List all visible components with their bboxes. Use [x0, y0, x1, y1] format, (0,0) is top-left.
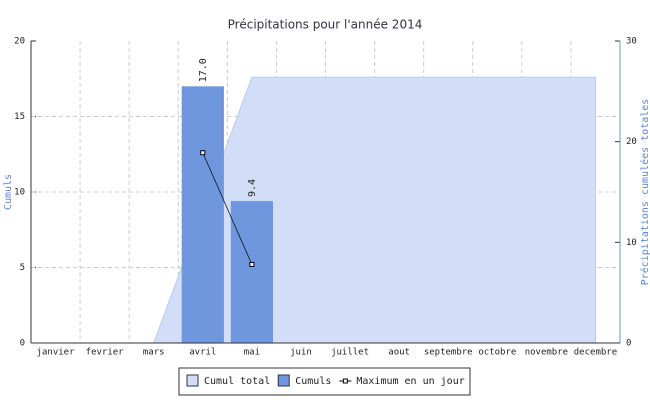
- x-tick-label: fevrier: [86, 348, 125, 358]
- legend: [178, 367, 471, 396]
- y2-tick-label: 30: [626, 37, 637, 47]
- x-tick-label: juillet: [331, 348, 369, 358]
- x-tick-label: janvier: [37, 348, 76, 358]
- bar-value-label: 9.4: [247, 179, 258, 197]
- bar-value-label: 17.0: [198, 58, 209, 82]
- y2-tick-label: 10: [626, 238, 637, 248]
- y-axis-title: Cumuls: [3, 174, 14, 210]
- x-tick-label: mai: [244, 348, 260, 358]
- y2-tick-label: 20: [626, 137, 637, 147]
- chart-title: Précipitations pour l'année 2014: [228, 18, 423, 32]
- bar: [230, 201, 273, 343]
- area: [55, 76, 596, 344]
- x-tick-label: octobre: [478, 348, 516, 358]
- line: [202, 152, 253, 265]
- y-tick-label: 5: [20, 263, 25, 273]
- legend-swatch: [186, 374, 199, 387]
- x-tick-label: novembre: [525, 348, 568, 358]
- x-tick-label: avril: [189, 348, 216, 358]
- x-tick-label: mars: [143, 348, 165, 358]
- x-tick-label: juin: [290, 348, 312, 358]
- x-tick-label: decembre: [574, 348, 617, 358]
- y-tick-label: 20: [14, 37, 25, 47]
- x-tick-label: aout: [388, 348, 410, 358]
- y-tick-label: 0: [20, 339, 25, 349]
- legend-swatch: [342, 378, 348, 384]
- x-tick-label: septembre: [424, 348, 473, 358]
- legend-label: Maximum en un jour: [356, 376, 464, 387]
- legend-label: Cumuls: [295, 376, 331, 387]
- legend-label: Cumul total: [204, 376, 270, 387]
- line-marker: [200, 150, 206, 156]
- legend-swatch: [277, 374, 290, 387]
- y-tick-label: 15: [14, 112, 25, 122]
- y-tick-label: 10: [14, 188, 25, 198]
- bar: [181, 86, 224, 344]
- line-marker: [249, 261, 255, 267]
- y2-axis-title: Précipitations cumulées totales: [639, 99, 650, 286]
- y2-tick-label: 0: [626, 339, 631, 349]
